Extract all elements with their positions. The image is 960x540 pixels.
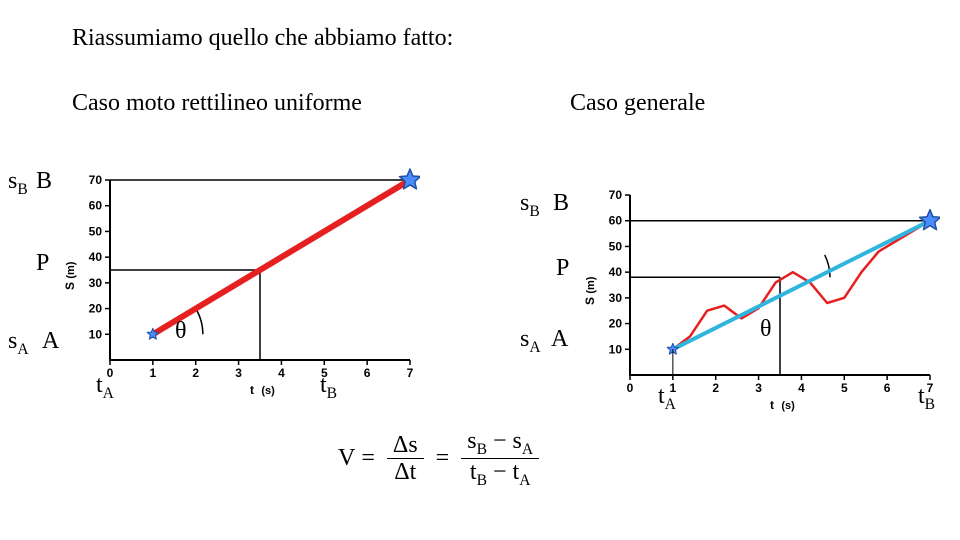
right-subtitle: Caso generale bbox=[570, 90, 705, 117]
right-A-label: A bbox=[551, 326, 568, 353]
left-chart-svg: 1020304050607001234567S (m)t (s) bbox=[60, 160, 420, 400]
svg-text:t (s): t (s) bbox=[250, 383, 275, 397]
right-B-label: B bbox=[553, 190, 569, 217]
svg-text:3: 3 bbox=[235, 366, 242, 380]
velocity-formula: V = Δs Δt = sB − sA tB − tA bbox=[338, 428, 545, 489]
svg-text:60: 60 bbox=[609, 214, 623, 228]
frac-sb-sa: sB − sA tB − tA bbox=[461, 428, 539, 489]
right-sB-label: sB bbox=[520, 190, 540, 221]
svg-text:6: 6 bbox=[884, 381, 891, 395]
svg-text:0: 0 bbox=[627, 381, 634, 395]
left-B-label: B bbox=[36, 168, 52, 195]
left-sA-label: sA bbox=[8, 328, 29, 359]
svg-text:30: 30 bbox=[89, 276, 103, 290]
left-subtitle: Caso moto rettilineo uniforme bbox=[72, 90, 362, 117]
left-tB-label: tB bbox=[320, 372, 337, 403]
svg-text:S (m): S (m) bbox=[583, 276, 597, 305]
page-title: Riassumiamo quello che abbiamo fatto: bbox=[72, 25, 453, 52]
svg-text:6: 6 bbox=[364, 366, 371, 380]
svg-text:1: 1 bbox=[150, 366, 157, 380]
svg-text:30: 30 bbox=[609, 291, 623, 305]
right-theta-label: θ bbox=[760, 316, 772, 343]
svg-text:40: 40 bbox=[609, 265, 623, 279]
svg-text:t (s): t (s) bbox=[770, 398, 795, 412]
right-tB-label: tB bbox=[918, 383, 935, 414]
left-theta-label: θ bbox=[175, 318, 187, 345]
right-chart: 1020304050607001234567S (m)t (s) bbox=[580, 175, 940, 415]
right-sA-label: sA bbox=[520, 326, 541, 357]
svg-text:50: 50 bbox=[609, 239, 623, 253]
svg-text:4: 4 bbox=[798, 381, 805, 395]
left-A-label: A bbox=[42, 328, 59, 355]
svg-text:20: 20 bbox=[89, 302, 103, 316]
svg-text:2: 2 bbox=[712, 381, 719, 395]
svg-text:2: 2 bbox=[192, 366, 199, 380]
svg-text:4: 4 bbox=[278, 366, 285, 380]
svg-text:50: 50 bbox=[89, 224, 103, 238]
right-tA-label: tA bbox=[658, 383, 676, 414]
svg-text:70: 70 bbox=[609, 188, 623, 202]
svg-text:10: 10 bbox=[609, 342, 623, 356]
left-tA-label: tA bbox=[96, 372, 114, 403]
svg-text:40: 40 bbox=[89, 250, 103, 264]
svg-text:5: 5 bbox=[841, 381, 848, 395]
right-chart-svg: 1020304050607001234567S (m)t (s) bbox=[580, 175, 940, 415]
svg-text:20: 20 bbox=[609, 317, 623, 331]
svg-text:S (m): S (m) bbox=[63, 261, 77, 290]
svg-text:3: 3 bbox=[755, 381, 762, 395]
svg-text:7: 7 bbox=[407, 366, 414, 380]
svg-text:70: 70 bbox=[89, 173, 103, 187]
left-chart: 1020304050607001234567S (m)t (s) bbox=[60, 160, 420, 400]
frac-ds-dt: Δs Δt bbox=[387, 432, 424, 486]
left-P-label: P bbox=[36, 250, 49, 277]
right-P-label: P bbox=[556, 255, 569, 282]
svg-text:10: 10 bbox=[89, 327, 103, 341]
left-sB-label: sB bbox=[8, 168, 28, 199]
svg-text:60: 60 bbox=[89, 199, 103, 213]
